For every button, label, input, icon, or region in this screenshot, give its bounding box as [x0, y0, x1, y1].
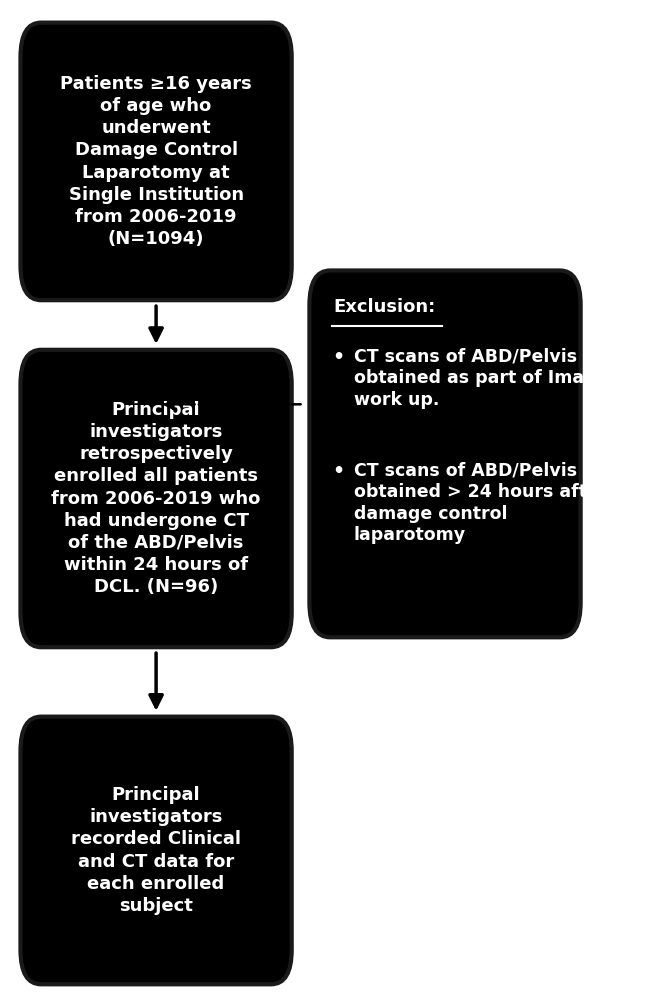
Text: Patients ≥16 years
of age who
underwent
Damage Control
Laparotomy at
Single Inst: Patients ≥16 years of age who underwent …: [60, 75, 252, 248]
Text: •: •: [332, 462, 344, 481]
FancyBboxPatch shape: [20, 23, 292, 300]
Text: Principal
investigators
recorded Clinical
and CT data for
each enrolled
subject: Principal investigators recorded Clinica…: [71, 786, 241, 915]
FancyBboxPatch shape: [20, 717, 292, 984]
Text: CT scans of ABD/Pelvis
obtained > 24 hours after
damage control
laparotomy: CT scans of ABD/Pelvis obtained > 24 hou…: [354, 462, 607, 544]
Text: Principal
investigators
retrospectively
enrolled all patients
from 2006-2019 who: Principal investigators retrospectively …: [52, 401, 261, 596]
FancyBboxPatch shape: [309, 270, 580, 637]
Text: CT scans of ABD/Pelvis not
obtained as part of Imaging
work up.: CT scans of ABD/Pelvis not obtained as p…: [354, 348, 627, 409]
Text: •: •: [332, 348, 344, 367]
Text: Exclusion:: Exclusion:: [333, 298, 435, 316]
FancyBboxPatch shape: [20, 350, 292, 647]
